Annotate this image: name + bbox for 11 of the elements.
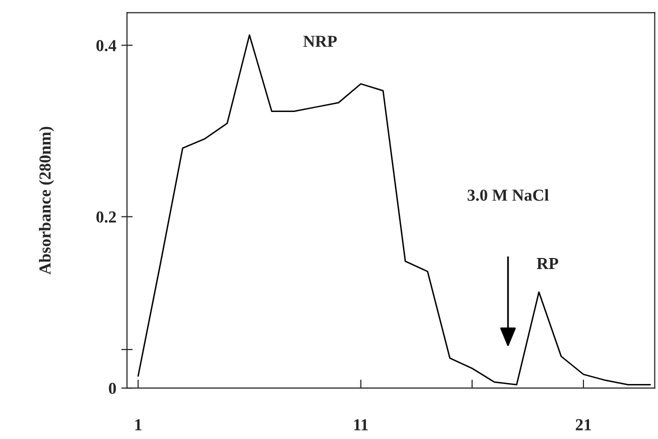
annotation: 3.0 M NaCl [468, 189, 549, 201]
annotation: RP [536, 258, 558, 269]
y-tick-label: 0.4 [96, 40, 116, 52]
line-series [137, 34, 651, 386]
y-axis-title: Absorbance (280nm) [38, 126, 54, 275]
y-tick-label: 0 [108, 382, 116, 394]
y-tick-label: 0.2 [96, 211, 116, 223]
annotation: NRP [303, 36, 337, 47]
x-tick-label: 11 [354, 419, 368, 430]
x-tick-label: 21 [576, 419, 591, 430]
x-tick-label: 1 [135, 419, 142, 430]
